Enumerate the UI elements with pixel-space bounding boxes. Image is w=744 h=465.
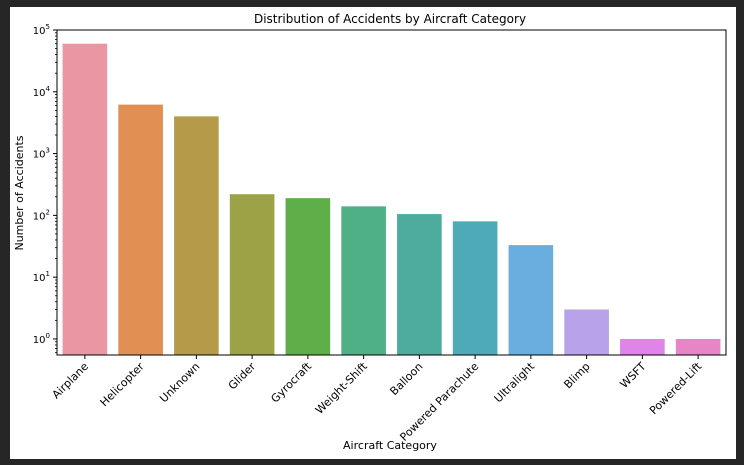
x-tick-label: Airplane <box>50 360 92 402</box>
y-axis: 100 101 102 103 104 105 <box>33 23 57 354</box>
y-axis-label: Number of Accidents <box>13 135 26 250</box>
x-tick-label: WSFT <box>618 360 649 391</box>
bar-glider <box>229 194 275 355</box>
y-tick-label: 105 <box>33 23 50 37</box>
bars-group <box>62 43 721 356</box>
y-tick-label: 104 <box>33 85 51 99</box>
x-tick-label: Helicopter <box>98 360 147 409</box>
chart-title: Distribution of Accidents by Aircraft Ca… <box>254 12 526 26</box>
plot-frame <box>56 29 727 356</box>
y-tick-label: 100 <box>33 332 50 346</box>
y-tick-label: 102 <box>33 208 50 222</box>
bar-weight-shift <box>341 206 386 355</box>
bar-powered-parachute <box>452 221 498 355</box>
x-axis-label: Aircraft Category <box>343 439 437 452</box>
x-tick-label: Unknown <box>157 360 202 405</box>
x-tick-label: Glider <box>226 360 259 393</box>
bar-wsft <box>620 338 665 355</box>
y-tick-label: 103 <box>33 147 50 161</box>
bar-helicopter <box>118 104 163 356</box>
y-tick-label: 101 <box>33 270 50 284</box>
x-tick-label: Balloon <box>387 360 425 398</box>
bar-gyrocraft <box>285 198 331 355</box>
x-tick-label: Blimp <box>561 360 592 391</box>
x-axis: Airplane Helicopter Unknown Glider Gyrocraft… <box>50 355 705 444</box>
bar-chart: Distribution of Accidents by Aircraft Ca… <box>13 12 727 452</box>
x-tick-label: Ultralight <box>492 359 538 405</box>
bar-blimp <box>564 309 609 355</box>
bar-ultralight <box>508 245 554 355</box>
x-tick-label: Gyrocraft <box>268 359 314 405</box>
bar-balloon <box>397 214 442 355</box>
bar-unknown <box>174 116 219 355</box>
figure-canvas: Distribution of Accidents by Aircraft Ca… <box>10 7 736 459</box>
bar-powered-lift <box>675 338 721 355</box>
bar-airplane <box>62 43 108 356</box>
x-tick-label: Weight-Shift <box>313 359 370 416</box>
x-tick-label: Powered-Lift <box>647 359 705 417</box>
